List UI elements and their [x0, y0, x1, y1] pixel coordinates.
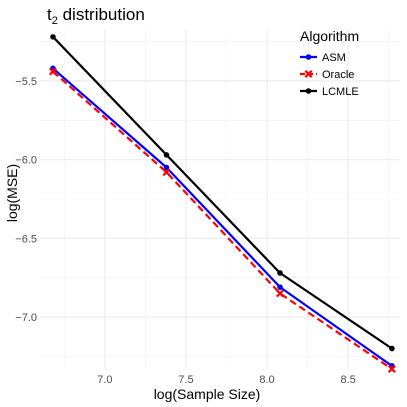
series-lines: [52, 36, 393, 370]
chart-title-subscript: 2: [52, 15, 58, 27]
legend-key-marker: [305, 54, 312, 60]
legend-item-oracle: Oracle: [300, 69, 354, 81]
chart-title-main: t: [47, 5, 52, 24]
legend-item-asm: ASM: [300, 52, 346, 64]
y-tick-label: −5.5: [15, 76, 37, 88]
minor-gridlines: [40, 29, 400, 369]
x-tick-label: 8.0: [259, 374, 274, 386]
legend-items: ASM Oracle LCMLE: [300, 52, 359, 98]
y-axis-ticks: −5.5 −6.0 −6.5 −7.0: [15, 76, 37, 324]
legend: Algorithm ASM Oracle LCMLE: [300, 28, 359, 98]
lcmle-point: [50, 34, 56, 40]
lcmle-point: [389, 345, 395, 352]
legend-item-lcmle: LCMLE: [300, 86, 359, 98]
oracle-point: [48, 67, 57, 76]
oracle-point: [162, 168, 171, 177]
asm-point: [163, 164, 170, 171]
x-axis-title: log(Sample Size): [154, 386, 261, 402]
chart-title-rest: distribution: [58, 5, 145, 24]
x-tick-label: 7.5: [178, 374, 193, 386]
y-tick-label: −6.0: [15, 155, 37, 167]
x-tick-label: 8.5: [340, 374, 355, 386]
asm-series-line: [52, 67, 393, 367]
major-gridlines: [40, 29, 400, 369]
y-tick-label: −6.5: [15, 233, 37, 245]
legend-key-marker: [305, 88, 312, 94]
x-tick-label: 7.0: [97, 374, 112, 386]
y-axis-title: log(MSE): [4, 164, 20, 222]
oracle-series-line: [52, 70, 393, 370]
x-axis-ticks: 7.0 7.5 8.0 8.5: [97, 374, 356, 386]
lcmle-series-line: [52, 36, 393, 350]
asm-point: [277, 284, 283, 290]
oracle-point: [276, 289, 284, 298]
legend-label: ASM: [322, 52, 346, 64]
oracle-point: [387, 365, 396, 373]
legend-key-marker: [304, 70, 313, 78]
series-markers: [48, 34, 396, 373]
legend-label: Oracle: [322, 69, 354, 81]
legend-title: Algorithm: [300, 28, 359, 44]
y-tick-label: −7.0: [15, 312, 37, 324]
legend-label: LCMLE: [322, 86, 359, 98]
chart-title: t2 distribution: [47, 5, 145, 27]
lcmle-point: [277, 270, 283, 276]
lcmle-point: [163, 152, 170, 158]
